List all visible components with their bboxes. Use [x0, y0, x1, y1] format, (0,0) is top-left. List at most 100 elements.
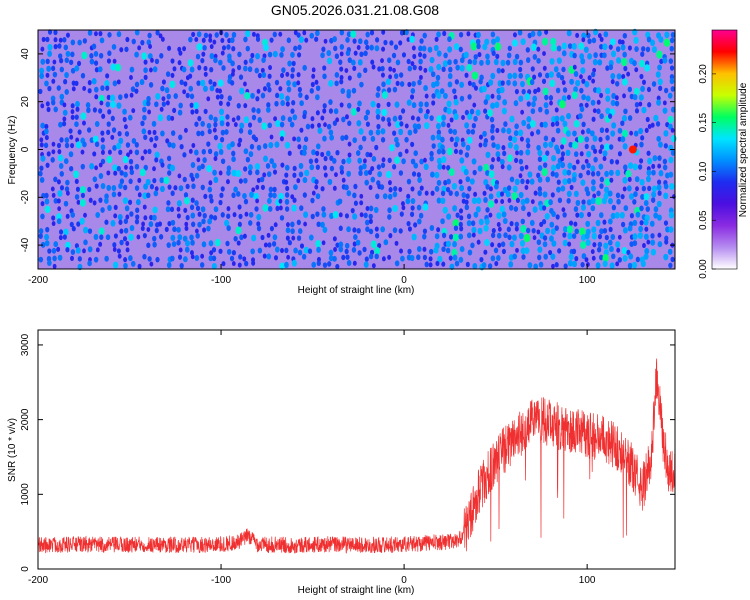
heatmap-cell	[140, 155, 145, 161]
heatmap-cell	[435, 260, 440, 267]
heatmap-cell	[369, 44, 374, 51]
heatmap-cell	[196, 130, 201, 137]
heatmap-cell	[429, 115, 434, 121]
heatmap-cell	[639, 205, 644, 212]
heatmap-cell	[335, 150, 340, 156]
heatmap-cell	[529, 79, 535, 86]
heatmap-cell	[572, 130, 577, 137]
heatmap-cell	[77, 39, 82, 46]
heatmap-cell	[302, 144, 308, 151]
heatmap-cell	[464, 122, 470, 129]
heatmap-cell	[307, 248, 313, 254]
heatmap-cell	[549, 221, 555, 228]
heatmap-cell	[393, 185, 398, 192]
heatmap-cell	[512, 234, 517, 241]
heatmap-cell	[149, 214, 154, 221]
heatmap-cell	[388, 66, 393, 72]
heatmap-cell	[274, 246, 280, 253]
heatmap-cell	[206, 141, 211, 147]
heatmap-cell	[125, 214, 130, 220]
heatmap-cell	[469, 108, 475, 115]
heatmap-cell	[59, 185, 65, 191]
heatmap-cell	[395, 120, 401, 129]
heatmap-cell	[644, 127, 649, 133]
heatmap-cell	[436, 31, 441, 38]
heatmap-cell	[610, 99, 616, 107]
heatmap-cell	[52, 71, 58, 78]
heatmap-cell	[79, 186, 86, 194]
heatmap-cell	[593, 148, 598, 154]
heatmap-cell	[213, 134, 219, 141]
heatmap-cell	[105, 85, 110, 91]
heatmap-cell	[107, 50, 112, 57]
heatmap-cell	[118, 182, 123, 190]
heatmap-cell	[291, 204, 297, 212]
heatmap-cell	[400, 201, 405, 207]
heatmap-cell	[537, 254, 542, 261]
heatmap-cell	[387, 214, 392, 220]
heatmap-cell	[448, 255, 453, 261]
heatmap-cell	[221, 65, 226, 71]
heatmap-cell	[545, 227, 551, 235]
heatmap-cell	[447, 46, 453, 53]
heatmap-cell	[642, 79, 646, 85]
heatmap-cell	[266, 82, 271, 88]
heatmap-cell	[279, 52, 284, 58]
heatmap-cell	[315, 193, 321, 200]
heatmap-cell	[290, 73, 295, 79]
heatmap-cell	[608, 113, 613, 119]
heatmap-cell	[526, 101, 531, 107]
heatmap-cell	[203, 193, 208, 200]
heatmap-cell	[154, 101, 159, 108]
heatmap-cell	[145, 178, 151, 186]
heatmap-cell	[87, 88, 92, 94]
heatmap-y-label: Frequency (Hz)	[7, 116, 18, 185]
heatmap-cell	[507, 45, 512, 52]
heatmap-cell	[583, 46, 589, 53]
heatmap-cell	[310, 116, 315, 122]
heatmap-cell	[230, 37, 235, 44]
heatmap-cell	[254, 163, 261, 171]
heatmap-cell	[653, 212, 659, 219]
heatmap-cell	[517, 29, 523, 36]
heatmap-cell	[549, 235, 554, 242]
heatmap-cell	[77, 60, 82, 67]
heatmap-cell	[668, 226, 674, 233]
heatmap-cell	[609, 245, 614, 253]
heatmap-cell	[615, 241, 621, 248]
heatmap-cell	[436, 133, 442, 141]
heatmap-cell	[135, 214, 140, 220]
heatmap-cell	[152, 241, 157, 248]
heatmap-cell	[185, 183, 190, 190]
heatmap-cell	[146, 95, 151, 102]
heatmap-cell	[105, 234, 111, 241]
heatmap-cell	[537, 176, 543, 183]
heatmap-cell	[590, 171, 596, 177]
heatmap-cell	[477, 165, 483, 172]
heatmap-cell	[431, 81, 436, 89]
heatmap-cell	[645, 46, 651, 53]
heatmap-cell	[579, 151, 584, 157]
heatmap-cell	[268, 192, 273, 198]
heatmap-cell	[142, 253, 147, 260]
heatmap-cell	[148, 43, 153, 50]
heatmap-cell	[185, 214, 190, 221]
heatmap-cell	[422, 53, 427, 59]
heatmap-cell	[332, 255, 337, 262]
heatmap-cell	[58, 163, 64, 169]
heatmap-cell	[194, 108, 199, 114]
heatmap-cell	[614, 211, 620, 219]
heatmap-cell	[634, 101, 640, 108]
heatmap-cell	[208, 193, 213, 200]
heatmap-cell	[511, 192, 518, 201]
heatmap-cell	[575, 199, 581, 206]
heatmap-cell	[483, 249, 488, 255]
heatmap-cell	[111, 191, 117, 198]
heatmap-cell	[98, 197, 103, 203]
heatmap-cell	[417, 218, 422, 225]
heatmap-cell	[441, 156, 447, 164]
heatmap-cell	[429, 150, 434, 157]
heatmap-cell	[227, 95, 232, 102]
heatmap-cell	[490, 102, 496, 110]
heatmap-cell	[440, 144, 445, 151]
